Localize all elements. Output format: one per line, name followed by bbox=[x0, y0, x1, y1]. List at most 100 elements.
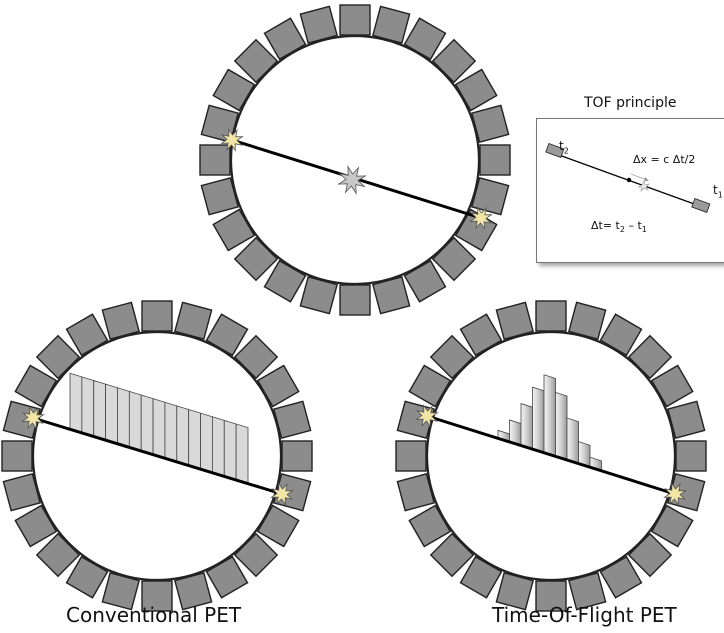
detector-block-icon bbox=[233, 334, 279, 380]
line-of-response-tof bbox=[426, 414, 676, 496]
detector-block-icon bbox=[205, 555, 249, 599]
detector-block-icon bbox=[429, 334, 475, 380]
caption-tof-pet: Time-Of-Flight PET bbox=[492, 603, 677, 627]
histogram-bar bbox=[69, 372, 83, 434]
detector-block-icon bbox=[408, 504, 452, 548]
detector-block-icon bbox=[459, 555, 503, 599]
detector-block-icon bbox=[256, 504, 300, 548]
detector-block-icon bbox=[535, 300, 567, 332]
detector-block-icon bbox=[233, 38, 279, 84]
detector-block-icon bbox=[174, 572, 213, 611]
detector-block-icon bbox=[101, 572, 140, 611]
detector-ring-top bbox=[199, 4, 511, 316]
detector-block-icon bbox=[471, 104, 510, 143]
detector-block-icon bbox=[263, 17, 307, 61]
detector-block-icon bbox=[395, 440, 427, 472]
detector-block-icon bbox=[339, 4, 371, 36]
detector-t1-icon bbox=[691, 197, 711, 213]
histogram-bar bbox=[152, 398, 166, 459]
tof-probability-histogram bbox=[497, 374, 602, 472]
detector-block-icon bbox=[299, 5, 338, 44]
detector-block-icon bbox=[627, 334, 673, 380]
events-tof bbox=[415, 404, 687, 506]
detector-block-icon bbox=[339, 284, 371, 316]
detector-block-icon bbox=[273, 400, 312, 439]
events-conventional bbox=[21, 406, 294, 506]
detector-block-icon bbox=[396, 473, 435, 512]
detector-block-icon bbox=[667, 400, 706, 439]
detector-block-icon bbox=[263, 259, 307, 303]
tof-principle-panel: t2 t1 Δx = c Δt/2 Δt= t2 – t1 bbox=[536, 118, 724, 263]
dx-arrow bbox=[630, 173, 648, 181]
histogram-bar bbox=[223, 419, 237, 481]
detector-block-icon bbox=[200, 177, 239, 216]
detector-block-icon bbox=[1, 440, 33, 472]
detector-block-icon bbox=[479, 144, 511, 176]
detector-block-icon bbox=[281, 440, 313, 472]
detector-block-icon bbox=[174, 301, 213, 340]
histogram-bar bbox=[93, 379, 106, 441]
dx-formula: Δx = c Δt/2 bbox=[633, 153, 696, 166]
histogram-bar bbox=[211, 416, 225, 477]
detector-block-icon bbox=[454, 68, 498, 112]
histogram-bar bbox=[555, 391, 568, 461]
caption-conventional-pet: Conventional PET bbox=[66, 603, 242, 627]
detector-block-icon bbox=[14, 504, 58, 548]
detector-block-icon bbox=[141, 300, 173, 332]
events-top bbox=[220, 128, 493, 230]
detector-block-icon bbox=[650, 504, 694, 548]
gamma-event-star-icon bbox=[220, 128, 244, 152]
t1-label: t1 bbox=[713, 183, 723, 200]
detector-ring-conventional bbox=[1, 300, 313, 612]
gamma-event-star-icon bbox=[270, 482, 294, 506]
gamma-event-star-icon bbox=[415, 404, 439, 428]
histogram-bar bbox=[188, 408, 201, 470]
detector-block-icon bbox=[599, 313, 643, 357]
detector-block-icon bbox=[199, 144, 231, 176]
detector-t2-icon bbox=[545, 142, 565, 158]
detector-block-icon bbox=[408, 364, 452, 408]
histogram-bar bbox=[566, 417, 579, 465]
detector-block-icon bbox=[212, 208, 256, 252]
histogram-bar bbox=[520, 403, 533, 450]
histogram-bar bbox=[532, 386, 545, 454]
detector-block-icon bbox=[495, 301, 534, 340]
detector-block-icon bbox=[535, 580, 567, 612]
detector-block-icon bbox=[568, 301, 607, 340]
histogram-bar bbox=[105, 383, 118, 445]
tof-principle-sketch bbox=[545, 142, 711, 213]
t2-label: t2 bbox=[559, 139, 569, 156]
detector-block-icon bbox=[403, 17, 447, 61]
histogram-bar bbox=[140, 394, 154, 456]
detector-block-icon bbox=[205, 313, 249, 357]
detector-block-icon bbox=[35, 334, 81, 380]
detector-block-icon bbox=[459, 313, 503, 357]
gamma-event-star-icon bbox=[469, 206, 493, 230]
detector-ring-tof bbox=[395, 300, 707, 612]
gamma-event-star-icon bbox=[663, 482, 687, 506]
detector-block-icon bbox=[429, 532, 475, 578]
histogram-bar bbox=[200, 412, 213, 474]
detector-block-icon bbox=[35, 532, 81, 578]
histogram-bar bbox=[128, 390, 142, 452]
histogram-bar bbox=[235, 423, 249, 485]
uniform-probability-histogram bbox=[69, 372, 249, 485]
detector-block-icon bbox=[299, 276, 338, 315]
detector-block-icon bbox=[2, 473, 41, 512]
detector-block-icon bbox=[650, 364, 694, 408]
detector-block-icon bbox=[14, 364, 58, 408]
detector-block-icon bbox=[599, 555, 643, 599]
line-of-response-conventional bbox=[32, 416, 283, 496]
detector-block-icon bbox=[65, 313, 109, 357]
annihilation-star-icon bbox=[337, 165, 367, 195]
histogram-bar bbox=[176, 405, 190, 467]
midpoint-dot bbox=[626, 177, 632, 183]
histogram-bar bbox=[164, 401, 178, 463]
detector-block-icon bbox=[675, 440, 707, 472]
detector-block-icon bbox=[568, 572, 607, 611]
dt-formula: Δt= t2 – t1 bbox=[591, 219, 647, 235]
detector-block-icon bbox=[403, 259, 447, 303]
detector-block-icon bbox=[627, 532, 673, 578]
detector-block-icon bbox=[372, 276, 411, 315]
gamma-event-star-icon bbox=[21, 406, 45, 430]
